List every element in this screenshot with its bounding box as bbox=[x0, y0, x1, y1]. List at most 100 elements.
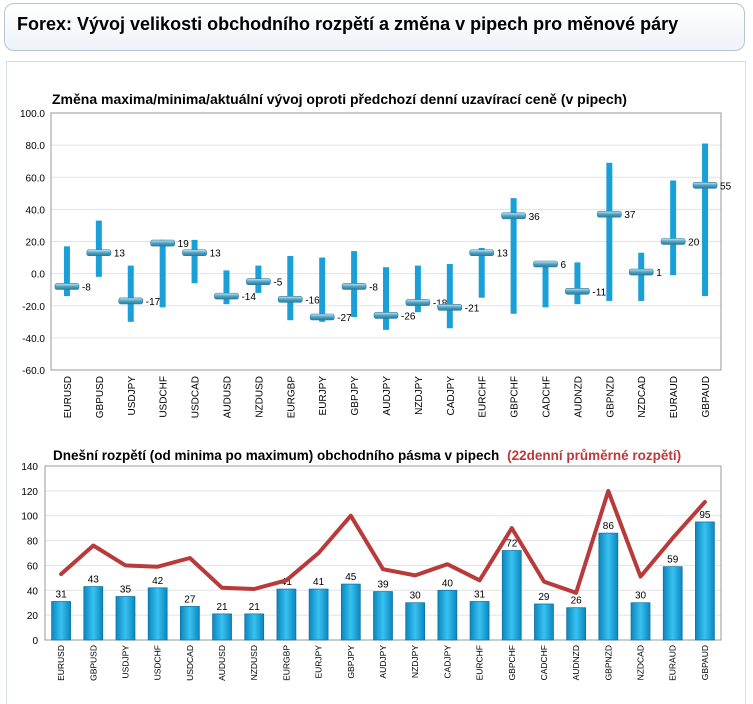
chart1-data-label: 13 bbox=[114, 249, 126, 260]
chart2-x-tick-label: GBPCHF bbox=[507, 645, 517, 680]
chart2-bar bbox=[340, 583, 361, 641]
chart1-range-bar bbox=[414, 265, 421, 313]
chart1-current-marker bbox=[597, 210, 622, 218]
chart1-x-tick-label: GBPUSD bbox=[95, 376, 106, 418]
chart1-y-tick-label: 40.0 bbox=[26, 205, 46, 216]
chart1-range-bar bbox=[446, 263, 453, 329]
chart2-bar bbox=[534, 603, 554, 641]
chart1-data-label: 20 bbox=[688, 238, 700, 249]
chart1-current-marker bbox=[214, 292, 239, 300]
chart2-bar bbox=[83, 586, 104, 641]
chart2-title: Dnešní rozpětí (od minima po maximum) ob… bbox=[53, 448, 681, 463]
chart1-data-label: 37 bbox=[624, 210, 636, 221]
chart2-data-label: 41 bbox=[281, 577, 293, 588]
chart1-current-marker bbox=[246, 278, 271, 285]
page-header: Forex: Vývoj velikosti obchodního rozpět… bbox=[4, 3, 745, 51]
chart2-bar bbox=[598, 532, 619, 641]
chart1-y-tick-label: 0.0 bbox=[31, 270, 45, 281]
chart2-x-tick-label: EURGBP bbox=[281, 645, 291, 681]
chart1-data-label: 36 bbox=[529, 212, 541, 223]
chart2-bar bbox=[244, 613, 265, 641]
chart2-x-tick-label: EURUSD bbox=[56, 645, 66, 681]
page-title: Forex: Vývoj velikosti obchodního rozpět… bbox=[17, 14, 679, 34]
chart1-y-tick-label: -20.0 bbox=[22, 302, 45, 313]
chart1-data-label: 1 bbox=[656, 268, 662, 279]
chart1-x-tick-label: NZDCAD bbox=[637, 376, 648, 418]
chart1-x-tick-label: GBPJPY bbox=[350, 376, 361, 416]
chart2-data-label: 72 bbox=[506, 539, 518, 550]
chart2-bar bbox=[566, 607, 586, 641]
chart2-x-tick-label: USDJPY bbox=[120, 645, 130, 679]
chart2-data-label: 31 bbox=[56, 589, 68, 600]
chart2-data-label: 31 bbox=[474, 589, 486, 600]
chart1-current-marker bbox=[437, 304, 463, 311]
chart2-x-tick-label: USDCAD bbox=[185, 645, 195, 681]
chart2-x-tick-label: CADJPY bbox=[442, 645, 452, 679]
chart1-x-tick-label: EURAUD bbox=[669, 376, 680, 418]
chart2-bar bbox=[437, 589, 458, 641]
chart1-x-tick-label: NZDJPY bbox=[414, 376, 425, 415]
chart2-y-tick-label: 80 bbox=[27, 537, 39, 548]
chart1-plot-area bbox=[50, 112, 722, 371]
chart1-data-label: 13 bbox=[210, 249, 222, 260]
chart1-x-tick-label: AUDNZD bbox=[573, 376, 584, 418]
chart2-bar bbox=[373, 591, 393, 641]
chart1-x-tick-label: EURCHF bbox=[478, 376, 489, 418]
chart1-x-tick-label: CADJPY bbox=[446, 376, 457, 416]
chart2-y-tick-label: 120 bbox=[21, 487, 38, 498]
chart1-current-marker bbox=[182, 249, 207, 257]
chart1-current-marker bbox=[533, 260, 558, 268]
chart1-current-marker bbox=[309, 313, 335, 321]
chart1-range-bar bbox=[287, 255, 294, 321]
chart2-data-label: 39 bbox=[377, 580, 389, 591]
chart2-x-tick-label: AUDJPY bbox=[378, 645, 388, 679]
chart1-range-bar bbox=[383, 267, 389, 330]
chart1-current-marker bbox=[469, 249, 495, 257]
chart2-data-label: 42 bbox=[152, 576, 164, 587]
chart1-range-bar bbox=[606, 162, 613, 301]
chart2-data-label: 35 bbox=[120, 585, 132, 596]
chart1-current-marker bbox=[373, 312, 399, 319]
chart2-x-tick-label: GBPJPY bbox=[346, 645, 356, 679]
chart1-range-bar bbox=[223, 270, 230, 305]
chart1-x-tick-label: GBPAUD bbox=[701, 376, 712, 418]
chart2-y-tick-label: 60 bbox=[27, 561, 39, 572]
chart1-range-bar bbox=[159, 239, 166, 308]
chart1-x-tick-label: AUDUSD bbox=[222, 376, 233, 418]
chart1-x-tick-label: NZDUSD bbox=[254, 376, 265, 418]
chart2-data-label: 29 bbox=[538, 592, 550, 603]
chart2-data-label: 27 bbox=[184, 594, 196, 605]
chart1-data-label: 6 bbox=[561, 260, 567, 271]
chart1-x-tick-label: USDCHF bbox=[159, 376, 170, 418]
chart1-x-tick-label: GBPCHF bbox=[510, 376, 521, 418]
chart1-x-tick-label: USDCAD bbox=[191, 376, 202, 418]
chart1-data-label: 19 bbox=[178, 239, 190, 250]
chart1-range-bar bbox=[638, 252, 645, 301]
chart1-data-label: -18 bbox=[433, 299, 448, 310]
chart1-data-label: -26 bbox=[401, 311, 416, 322]
chart2-data-label: 43 bbox=[88, 575, 100, 586]
chart1-y-tick-label: 20.0 bbox=[26, 238, 46, 249]
chart1-current-marker bbox=[86, 249, 112, 257]
chart1-x-tick-label: GBPNZD bbox=[605, 376, 616, 418]
chart1-data-label: -5 bbox=[273, 278, 282, 289]
chart1-range-bar bbox=[478, 247, 485, 298]
chart1-data-label: -17 bbox=[146, 297, 161, 308]
chart2-data-label: 59 bbox=[667, 555, 679, 566]
chart1-y-tick-label: 100.0 bbox=[20, 109, 45, 120]
chart2-data-label: 21 bbox=[249, 602, 261, 613]
chart2-x-tick-label: NZDCAD bbox=[636, 645, 646, 680]
chart2-title-subtitle: (22denní průměrné rozpětí) bbox=[507, 448, 681, 463]
chart2-bar bbox=[147, 587, 168, 641]
chart1-data-label: -14 bbox=[241, 292, 256, 303]
chart2-x-tick-label: EURCHF bbox=[475, 645, 485, 680]
chart2-bar bbox=[180, 606, 200, 641]
chart2-title-main: Dnešní rozpětí (od minima po maximum) ob… bbox=[53, 448, 499, 463]
chart2-x-tick-label: AUDNZD bbox=[571, 645, 581, 680]
chart2-x-tick-label: NZDJPY bbox=[410, 645, 420, 678]
chart1-current-marker bbox=[692, 181, 718, 189]
chart2-bar bbox=[695, 521, 715, 641]
chart2-x-tick-label: CADCHF bbox=[539, 645, 549, 680]
chart2-x-tick-label: GBPAUD bbox=[700, 645, 710, 680]
chart1-title: Změna maxima/minima/aktuální vývoj oprot… bbox=[52, 91, 627, 107]
